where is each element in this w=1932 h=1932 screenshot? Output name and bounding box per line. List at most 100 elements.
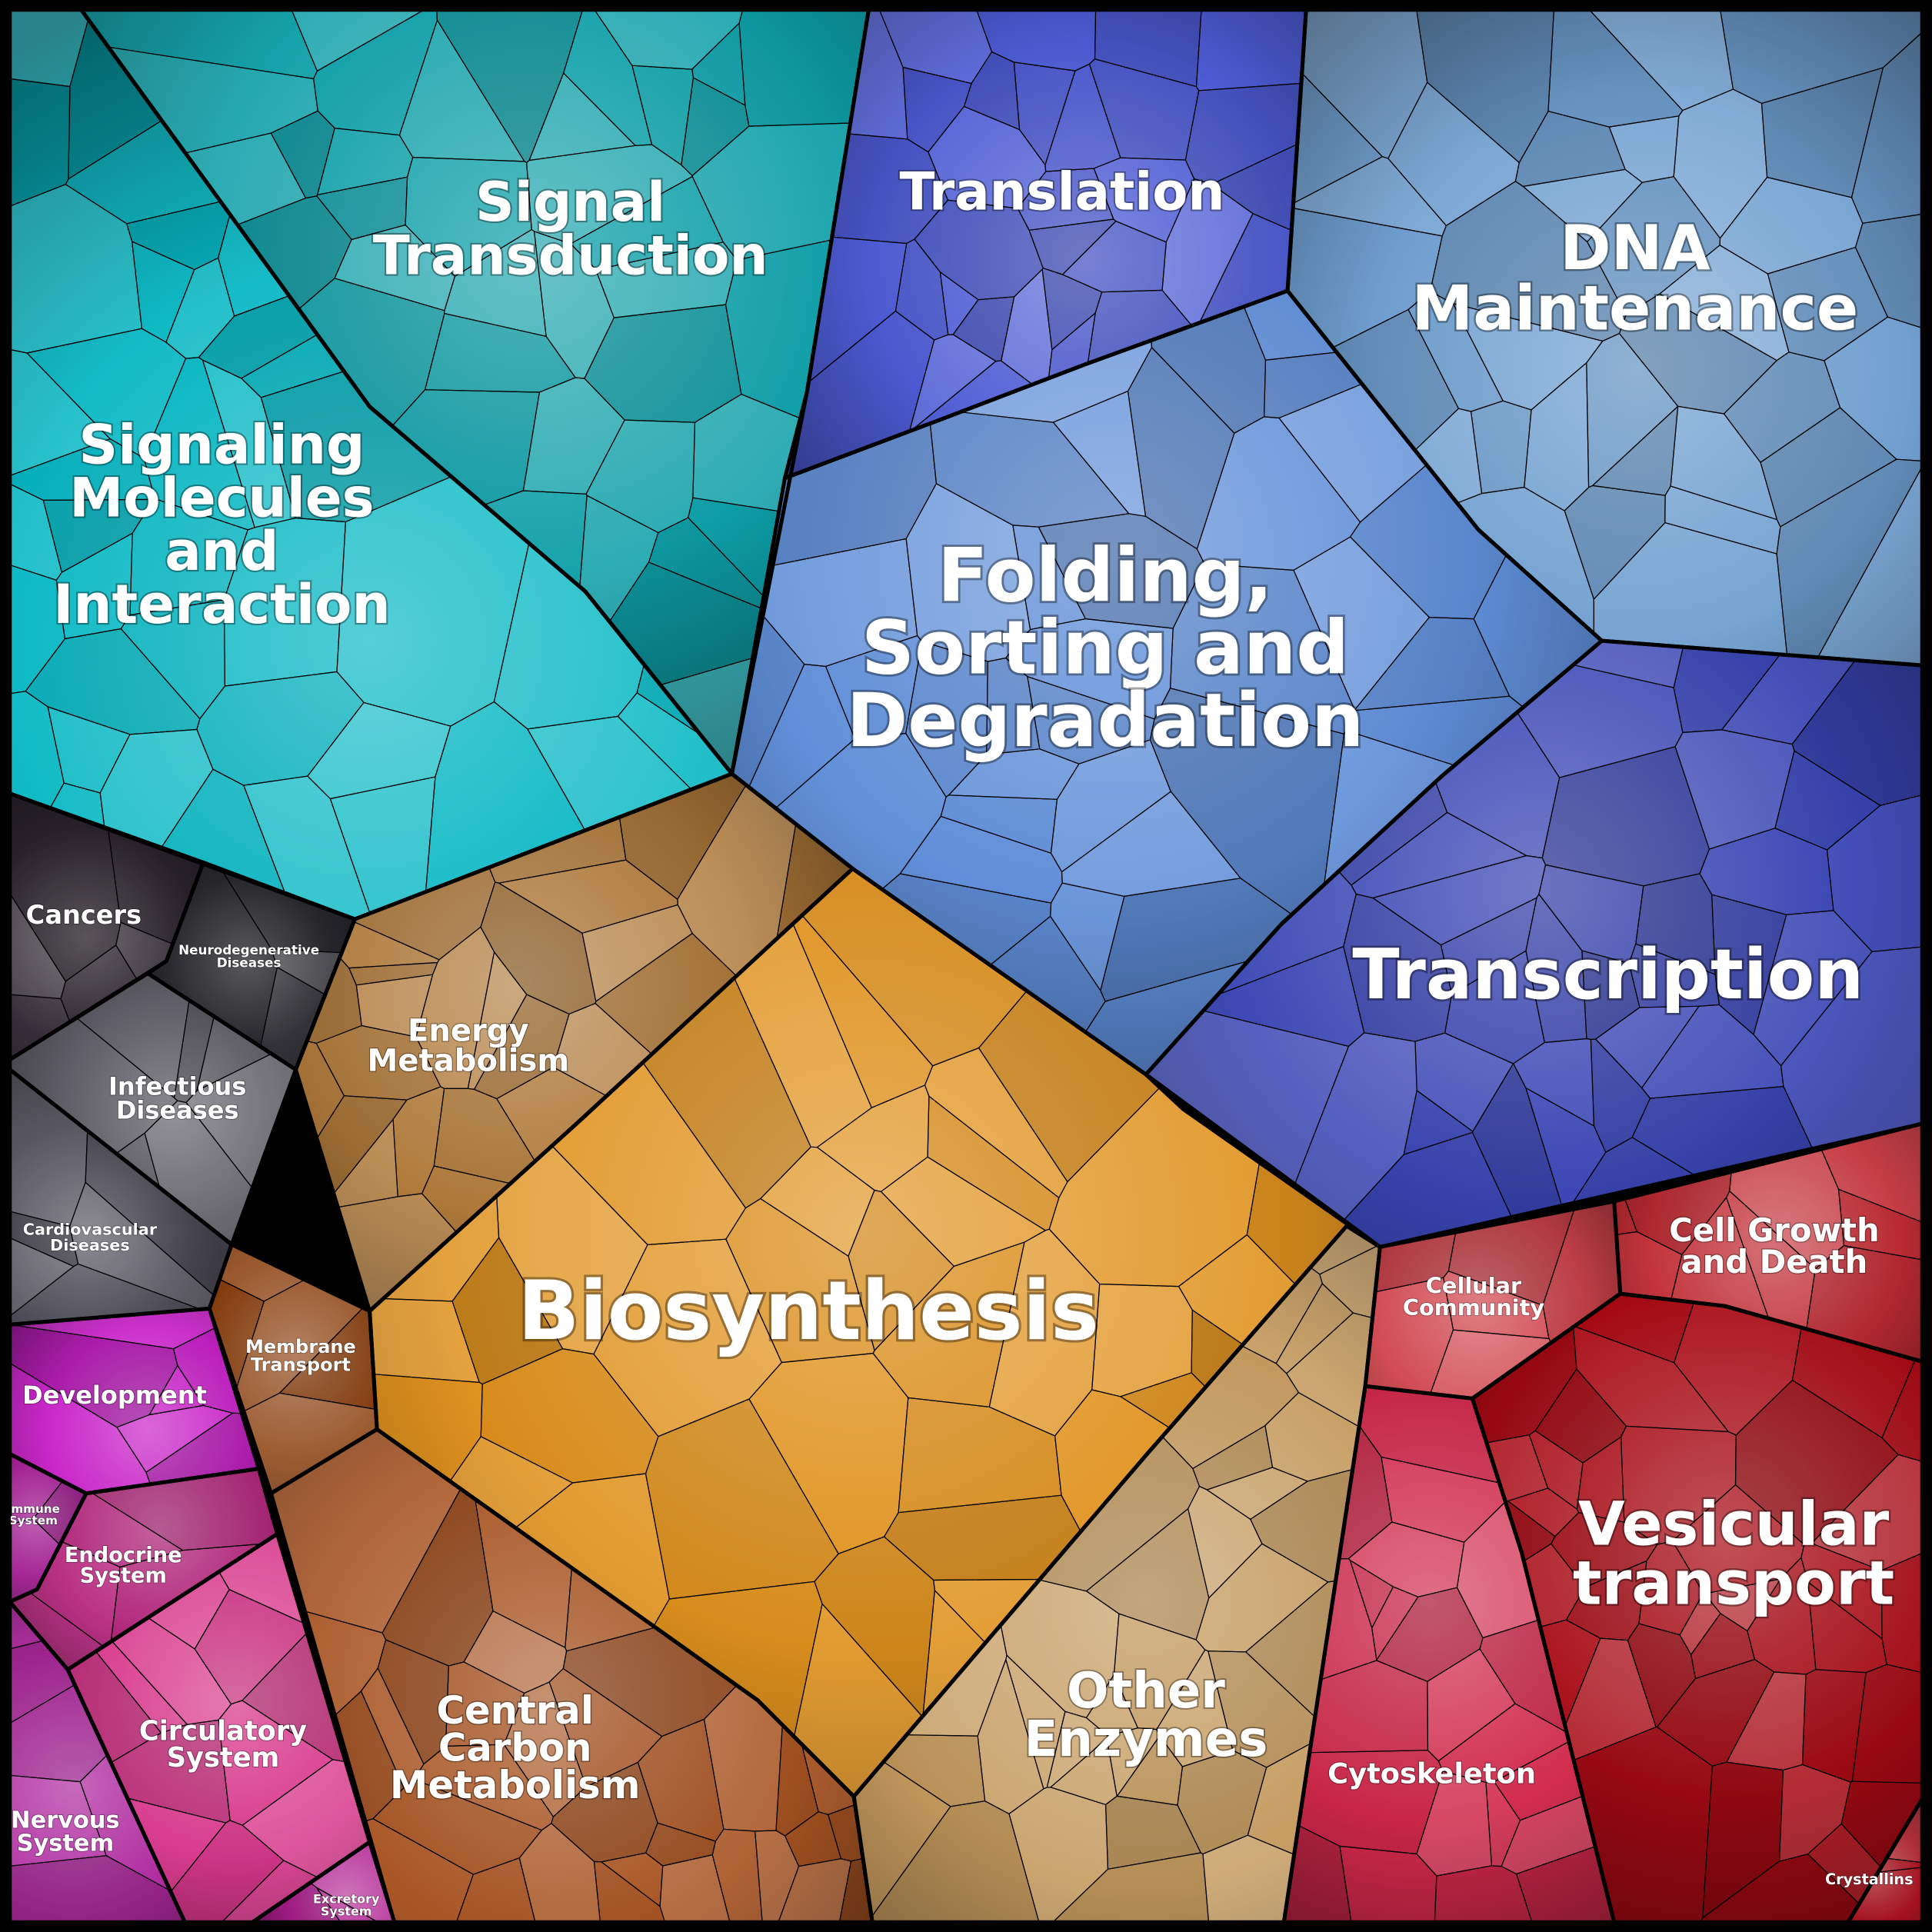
sub-cell — [1776, 458, 1923, 658]
sub-cell — [1000, 1579, 1120, 1718]
region-label-neurodegenerative: Neurodegenerative Diseases — [178, 942, 319, 971]
sub-cell — [1753, 910, 1873, 1067]
region-fill — [271, 1429, 873, 1923]
region-label-nervous-system: Nervous System — [11, 1807, 119, 1857]
sub-cell — [1513, 1038, 1595, 1127]
sub-cell — [1206, 1467, 1308, 1521]
label-line: Enzymes — [1024, 1711, 1267, 1768]
label-line: Signal — [475, 171, 665, 234]
label-line: Metabolism — [390, 1763, 641, 1807]
label-line: DNA — [1560, 212, 1710, 284]
region-label-biosynthesis: Biosynthesis — [518, 1264, 1099, 1358]
sub-cell — [316, 176, 408, 241]
region-label-cell-growth: Cell Growth and Death — [1669, 1211, 1880, 1281]
sub-cell — [952, 296, 1015, 362]
sub-cell — [681, 77, 750, 177]
region-fill — [9, 1308, 259, 1494]
region-fill — [295, 774, 853, 1311]
sub-cell — [9, 78, 71, 207]
region-membrane-transport — [208, 1244, 378, 1494]
label-line: Cancers — [26, 900, 142, 930]
region-fill — [68, 1534, 370, 1923]
sub-cell — [1104, 1795, 1201, 1870]
label-line: Energy — [408, 1013, 529, 1048]
label-line: System — [80, 1564, 167, 1588]
sub-cell — [924, 1047, 1068, 1199]
label-line: Biosynthesis — [518, 1264, 1099, 1358]
sub-cell — [1801, 1669, 1867, 1783]
region-fill — [1365, 1201, 1621, 1399]
region-label-vesicular-transport: Vesicular transport — [1573, 1488, 1894, 1618]
sub-cell — [1195, 9, 1307, 92]
label-line: Infectious — [108, 1071, 246, 1101]
label-line: Development — [22, 1381, 207, 1410]
region-translation — [784, 9, 1307, 479]
region-vesicular-transport — [1471, 1293, 1923, 1923]
sub-cell — [1297, 1750, 1444, 1855]
region-label-membrane-transport: Membrane Transport — [245, 1336, 356, 1376]
label-line: Sorting and — [861, 605, 1349, 691]
label-line: System — [321, 1904, 372, 1918]
label-line: Folding, — [938, 533, 1273, 619]
region-biosynthesis — [369, 868, 1381, 1797]
sub-cell — [914, 199, 1044, 301]
label-line: Interaction — [53, 573, 391, 636]
sub-cell — [1635, 873, 1716, 975]
region-immune-system — [9, 1453, 87, 1603]
region-fill — [9, 1601, 185, 1923]
region-cardiovascular — [9, 1068, 232, 1325]
label-line: Transcription — [1352, 935, 1864, 1015]
region-nervous-system — [9, 1601, 185, 1923]
region-fill — [9, 1454, 87, 1602]
label-line: Diseases — [217, 955, 281, 971]
label-line: Crystallins — [1825, 1870, 1913, 1888]
sub-cell — [1372, 854, 1547, 946]
sub-cell — [902, 66, 972, 153]
region-label-transcription: Transcription — [1352, 935, 1864, 1015]
label-line: Molecules — [69, 467, 375, 530]
region-fill — [9, 1468, 278, 1670]
sub-cell — [977, 1659, 1044, 1814]
label-line: Metabolism — [368, 1044, 570, 1079]
label-line: Other — [1067, 1663, 1225, 1720]
sub-cell — [196, 671, 365, 786]
region-dna-maintenance — [1287, 9, 1923, 666]
label-line: System — [167, 1742, 280, 1774]
region-infectious — [9, 972, 297, 1245]
sub-cell — [1005, 1654, 1066, 1790]
region-cancers — [9, 793, 204, 1061]
region-label-development: Development — [22, 1381, 207, 1410]
sub-cell — [1061, 221, 1167, 293]
sub-cell — [120, 599, 225, 720]
label-line: Immune — [7, 1502, 60, 1516]
sub-cell — [1659, 245, 1790, 361]
region-label-other-enzymes: Other Enzymes — [1024, 1663, 1267, 1768]
label-line: Central — [437, 1688, 594, 1733]
region-fill — [9, 9, 732, 920]
sub-cell — [1586, 333, 1679, 488]
label-line: Excretory — [313, 1892, 380, 1907]
region-central-carbon — [270, 1428, 873, 1923]
region-label-energy-metabolism: Energy Metabolism — [368, 1013, 570, 1078]
region-fill — [9, 973, 296, 1245]
sub-cell — [1595, 1005, 1700, 1089]
region-fill — [1284, 1386, 1614, 1923]
region-neurodegenerative — [147, 861, 355, 1071]
region-label-circulatory-system: Circulatory System — [139, 1715, 307, 1774]
region-cellular-community — [1364, 1201, 1621, 1399]
label-line: Transport — [251, 1354, 351, 1376]
region-cell-growth — [1614, 1123, 1923, 1362]
region-circulatory-system — [67, 1533, 371, 1923]
region-fill — [1287, 9, 1923, 666]
region-label-crystallins: Crystallins — [1825, 1870, 1913, 1888]
region-fill — [854, 1226, 1381, 1923]
sub-cell — [831, 133, 949, 245]
region-label-signaling-molecules: Signaling Molecules and Interaction — [53, 414, 391, 636]
region-fill — [731, 291, 1602, 1075]
region-transcription — [1145, 640, 1923, 1247]
label-line: and Death — [1681, 1243, 1868, 1281]
region-label-cellular-community: Cellular Community — [1403, 1273, 1545, 1321]
label-line: Cytoskeleton — [1327, 1757, 1536, 1790]
region-label-folding-sorting: Folding, Sorting and Degradation — [847, 533, 1364, 764]
